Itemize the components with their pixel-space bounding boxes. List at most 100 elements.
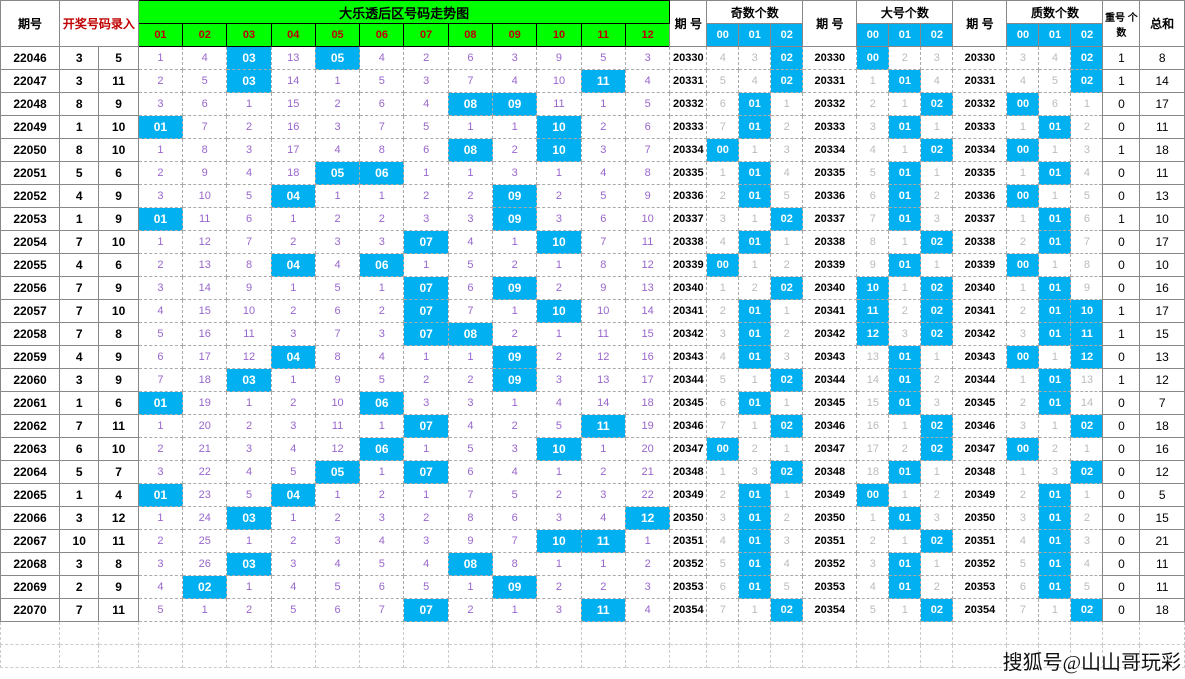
prime-cell: 2 [1071, 116, 1103, 139]
prime-cell: 2 [1007, 231, 1039, 254]
repeat-cell: 0 [1103, 116, 1140, 139]
prime-cell: 1 [1039, 185, 1071, 208]
stat-period: 20344 [953, 369, 1007, 392]
period-cell: 22054 [1, 231, 60, 254]
trend-cell: 3 [625, 576, 669, 599]
odd-cell: 4 [771, 553, 803, 576]
table-row: 2206039718031952209313172034451022034414… [1, 369, 1185, 392]
trend-cell: 5 [404, 576, 448, 599]
entry-1: 7 [60, 599, 99, 622]
prime-cell: 01 [1039, 277, 1071, 300]
stat-period: 20342 [670, 323, 707, 346]
big-cell: 13 [857, 346, 889, 369]
trend-cell: 2 [448, 369, 492, 392]
big-cell: 3 [889, 323, 921, 346]
trend-cell: 7 [315, 323, 359, 346]
stat-period: 20337 [803, 208, 857, 231]
repeat-cell: 0 [1103, 93, 1140, 116]
odd-cell: 4 [707, 47, 739, 70]
big-cell: 01 [889, 162, 921, 185]
prime-cell: 4 [1071, 162, 1103, 185]
trend-col-08: 08 [448, 24, 492, 47]
trend-cell: 4 [360, 47, 404, 70]
entry-1: 10 [60, 530, 99, 553]
big-cell: 4 [857, 139, 889, 162]
trend-cell: 4 [404, 553, 448, 576]
entry-1: 8 [60, 139, 99, 162]
trend-cell: 11 [227, 323, 271, 346]
trend-cell: 07 [404, 231, 448, 254]
stat-period: 20342 [803, 323, 857, 346]
stat-period: 20344 [670, 369, 707, 392]
trend-cell: 10 [537, 530, 581, 553]
period-cell: 22056 [1, 277, 60, 300]
trend-cell: 3 [315, 530, 359, 553]
big-cell: 01 [889, 461, 921, 484]
trend-cell: 4 [138, 576, 182, 599]
repeat-cell: 0 [1103, 507, 1140, 530]
stat-period: 20354 [670, 599, 707, 622]
total-cell: 16 [1140, 277, 1185, 300]
odd-cell: 4 [771, 162, 803, 185]
trend-col-02: 02 [183, 24, 227, 47]
trend-cell: 10 [537, 300, 581, 323]
total-cell: 17 [1140, 231, 1185, 254]
stat-sub-02: 02 [921, 24, 953, 47]
stat-period: 20336 [670, 185, 707, 208]
trend-cell: 1 [271, 208, 315, 231]
big-cell: 8 [857, 231, 889, 254]
entry-1: 4 [60, 185, 99, 208]
trend-cell: 10 [537, 139, 581, 162]
prime-cell: 5 [1071, 185, 1103, 208]
trend-cell: 6 [625, 116, 669, 139]
big-cell: 1 [921, 461, 953, 484]
total-cell: 15 [1140, 323, 1185, 346]
trend-cell: 4 [271, 438, 315, 461]
trend-cell: 3 [537, 507, 581, 530]
trend-cell: 4 [138, 300, 182, 323]
big-cell: 1 [921, 553, 953, 576]
prime-cell: 3 [1071, 530, 1103, 553]
odd-cell: 5 [707, 553, 739, 576]
trend-cell: 3 [537, 208, 581, 231]
trend-cell: 1 [537, 553, 581, 576]
trend-cell: 7 [581, 231, 625, 254]
trend-cell: 1 [493, 392, 537, 415]
trend-cell: 2 [138, 254, 182, 277]
big-cell: 02 [921, 277, 953, 300]
big-cell: 17 [857, 438, 889, 461]
trend-cell: 2 [537, 277, 581, 300]
trend-cell: 6 [360, 93, 404, 116]
repeat-cell: 0 [1103, 162, 1140, 185]
table-row: 2204731125031415374101142033154022033110… [1, 70, 1185, 93]
big-cell: 18 [857, 461, 889, 484]
prime-cell: 01 [1039, 300, 1071, 323]
prime-cell: 01 [1039, 576, 1071, 599]
trend-cell: 08 [448, 323, 492, 346]
stat-period: 20346 [670, 415, 707, 438]
col-odd: 奇数个数 [707, 1, 803, 24]
entry-1: 7 [60, 415, 99, 438]
odd-cell: 01 [739, 507, 771, 530]
stat-period: 20350 [670, 507, 707, 530]
big-cell: 3 [857, 553, 889, 576]
col-period2: 期 号 [670, 1, 707, 47]
odd-cell: 1 [771, 438, 803, 461]
big-cell: 12 [857, 323, 889, 346]
stat-period: 20350 [803, 507, 857, 530]
trend-cell: 6 [448, 277, 492, 300]
odd-cell: 02 [771, 415, 803, 438]
stat-period: 20347 [953, 438, 1007, 461]
entry-2: 8 [99, 323, 138, 346]
trend-cell: 3 [493, 47, 537, 70]
odd-cell: 5 [771, 576, 803, 599]
trend-cell: 15 [183, 300, 227, 323]
repeat-cell: 0 [1103, 346, 1140, 369]
stat-period: 20348 [670, 461, 707, 484]
trend-cell: 7 [360, 116, 404, 139]
total-cell: 17 [1140, 93, 1185, 116]
trend-cell: 5 [227, 484, 271, 507]
big-cell: 16 [857, 415, 889, 438]
trend-cell: 3 [227, 438, 271, 461]
total-cell: 11 [1140, 116, 1185, 139]
